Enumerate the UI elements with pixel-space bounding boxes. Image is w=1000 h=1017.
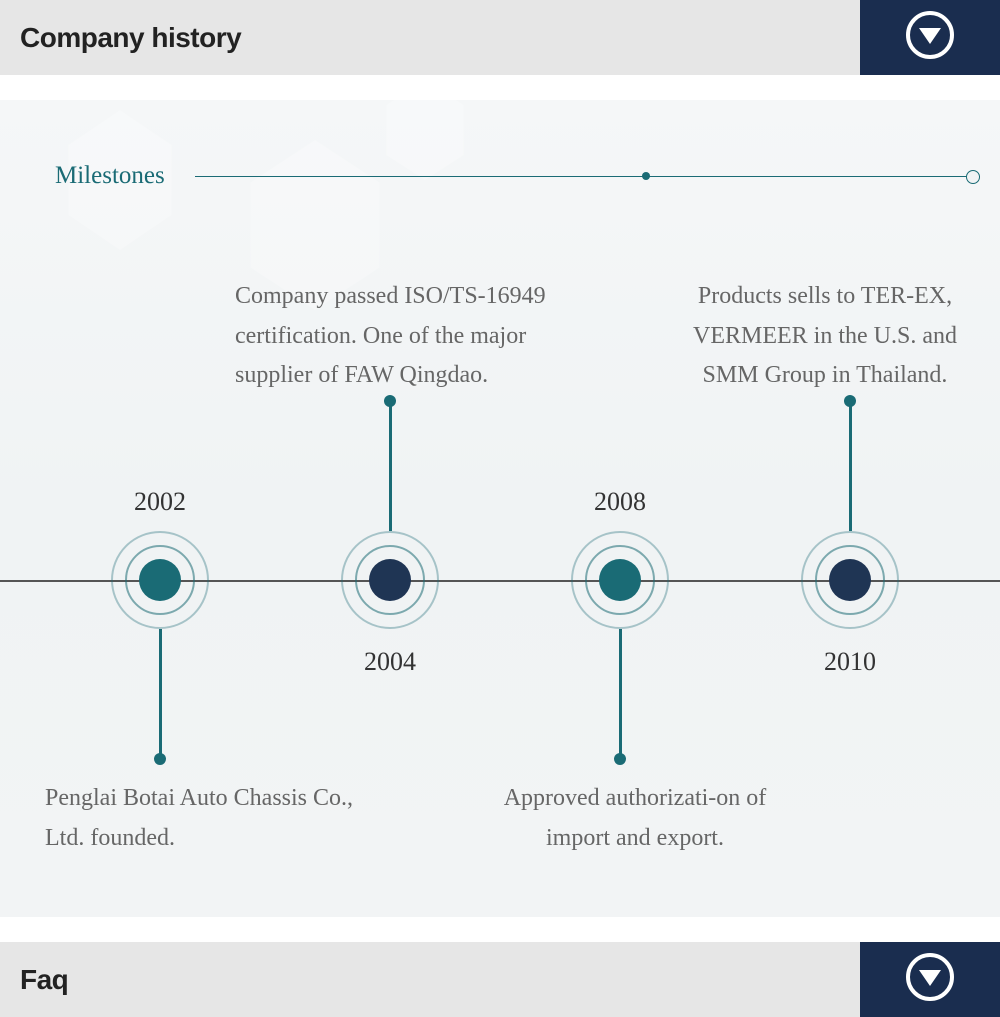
collapse-toggle-button[interactable] <box>860 942 1000 1017</box>
timeline-description: Penglai Botai Auto Chassis Co., Ltd. fou… <box>45 779 355 858</box>
section-title: Company history <box>20 22 241 54</box>
timeline-year: 2004 <box>364 647 416 677</box>
timeline-year: 2008 <box>594 487 646 517</box>
timeline-year: 2002 <box>134 487 186 517</box>
timeline-description: Company passed ISO/TS-16949 certificatio… <box>235 277 565 396</box>
timeline-connector <box>849 401 852 531</box>
timeline-connector <box>389 401 392 531</box>
collapse-toggle-button[interactable] <box>860 0 1000 75</box>
timeline-connector <box>159 629 162 759</box>
timeline-year: 2010 <box>824 647 876 677</box>
section-header-company-history: Company history <box>0 0 1000 75</box>
timeline-node <box>571 531 669 629</box>
milestones-heading-rule <box>195 176 980 177</box>
timeline-node <box>341 531 439 629</box>
timeline-description: Products sells to TER-EX, VERMEER in the… <box>670 277 980 396</box>
section-title: Faq <box>20 964 68 996</box>
timeline-node <box>801 531 899 629</box>
chevron-down-circle-icon <box>905 952 955 1007</box>
timeline-node <box>111 531 209 629</box>
timeline-wrapper: Milestones 2002 Penglai Botai Auto Chassi… <box>0 75 1000 942</box>
timeline-panel: Milestones 2002 Penglai Botai Auto Chassi… <box>0 100 1000 917</box>
section-header-faq: Faq <box>0 942 1000 1017</box>
timeline-description: Approved authorizati-on of import and ex… <box>470 779 800 858</box>
milestones-heading-row: Milestones <box>55 162 980 190</box>
timeline-connector <box>619 629 622 759</box>
chevron-down-circle-icon <box>905 10 955 65</box>
milestones-heading: Milestones <box>55 162 165 190</box>
